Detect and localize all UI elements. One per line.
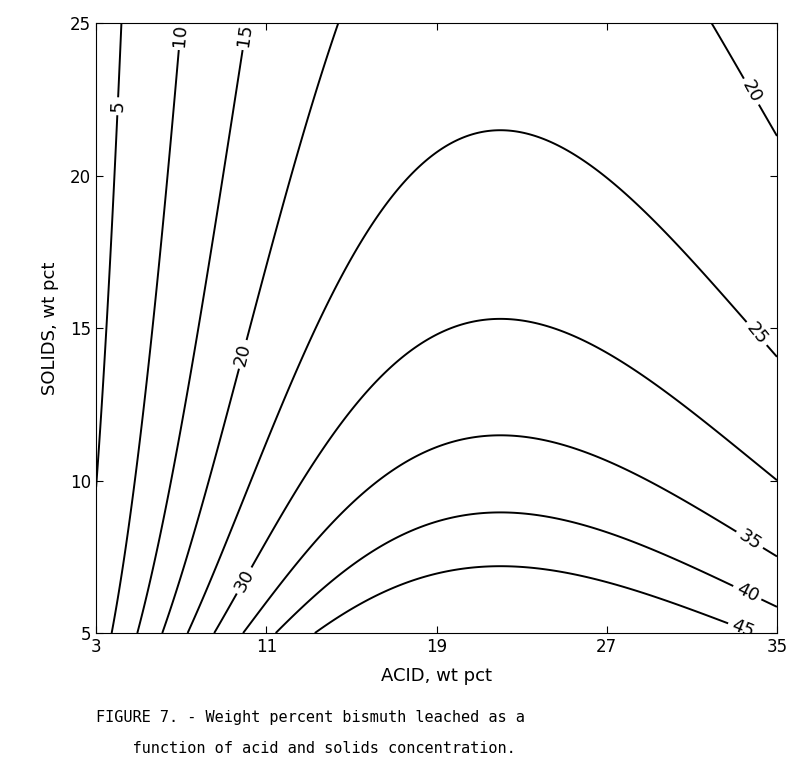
Text: 40: 40 — [733, 580, 762, 606]
Text: 35: 35 — [735, 526, 764, 554]
Text: 25: 25 — [743, 319, 771, 348]
Text: FIGURE 7. - Weight percent bismuth leached as a: FIGURE 7. - Weight percent bismuth leach… — [96, 709, 525, 725]
Text: 10: 10 — [170, 23, 190, 47]
Text: 5: 5 — [108, 100, 127, 113]
Text: 20: 20 — [738, 77, 765, 106]
Text: 20: 20 — [231, 341, 254, 367]
Y-axis label: SOLIDS, wt pct: SOLIDS, wt pct — [41, 262, 59, 394]
Text: 15: 15 — [235, 22, 256, 48]
Text: 30: 30 — [231, 566, 257, 594]
Text: 45: 45 — [729, 616, 757, 642]
X-axis label: ACID, wt pct: ACID, wt pct — [381, 667, 492, 685]
Text: function of acid and solids concentration.: function of acid and solids concentratio… — [96, 740, 516, 756]
